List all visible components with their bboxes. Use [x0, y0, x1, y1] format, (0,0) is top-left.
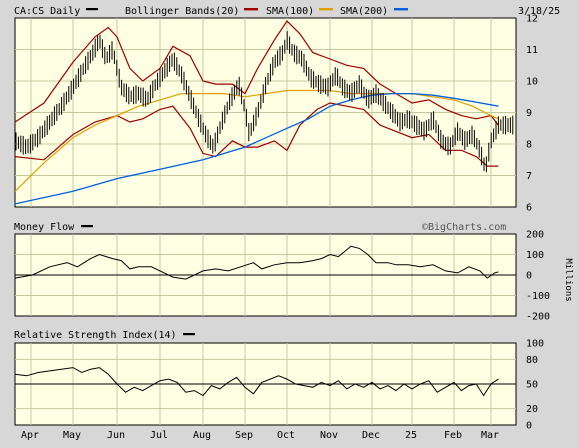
- rsi-line: [14, 367, 499, 397]
- x-tick-label: Dec: [362, 430, 380, 441]
- x-tick-label: Aug: [193, 430, 211, 441]
- chart-date: 3/18/25: [518, 6, 560, 17]
- x-tick-label: Jun: [107, 430, 125, 441]
- y-tick-label: 8: [526, 140, 532, 151]
- y-tick-label: 80: [526, 355, 538, 366]
- y-tick-label: 50: [526, 380, 538, 391]
- x-tick-label: Jul: [150, 430, 168, 441]
- rsi-title: Relative Strength Index(14): [14, 330, 177, 341]
- moneyflow-title: Money Flow: [14, 222, 75, 233]
- x-tick-label: May: [63, 430, 81, 441]
- x-tick-label: Mar: [481, 430, 499, 441]
- price-title: CA:CS Daily: [14, 6, 80, 17]
- y-tick-label: -100: [526, 291, 550, 302]
- x-tick-label: Apr: [21, 430, 39, 441]
- rsi-legend-swatch: [183, 333, 195, 336]
- x-tick-label: Feb: [444, 430, 462, 441]
- y-tick-label: 11: [526, 45, 538, 56]
- x-tick-label: Oct: [277, 430, 295, 441]
- rsi-panel: 100 80 50 20 0: [14, 339, 544, 432]
- moneyflow-legend-swatch: [81, 225, 93, 228]
- y-tick-label: 9: [526, 108, 532, 119]
- price-panel: 12 11 10 9 8 7 6: [14, 14, 538, 214]
- y-tick-label: -200: [526, 312, 550, 323]
- x-axis: Apr May Jun Jul Aug Sep Oct Nov Dec 25 Feb Mar: [21, 430, 499, 441]
- x-tick-label: Nov: [320, 430, 338, 441]
- price-legend-swatch: [86, 8, 98, 11]
- legend-bollinger-swatch: [244, 8, 258, 11]
- y-tick-label: 200: [526, 230, 544, 241]
- y-tick-label: 100: [526, 250, 544, 261]
- y-tick-label: 12: [526, 14, 538, 25]
- sma200-line: [14, 92, 499, 205]
- y-tick-label: 20: [526, 404, 538, 415]
- x-tick-label: 25: [405, 430, 417, 441]
- moneyflow-line: [14, 245, 499, 280]
- legend-sma200-swatch: [394, 8, 408, 11]
- y-tick-label: 6: [526, 203, 532, 214]
- x-tick-label: Sep: [235, 430, 253, 441]
- bollinger-lower-line: [14, 102, 499, 167]
- y-tick-label: 100: [526, 339, 544, 350]
- legend-sma200: SMA(200): [340, 6, 388, 17]
- y-tick-label: 10: [526, 77, 538, 88]
- bollinger-upper-line: [14, 20, 499, 126]
- y-tick-label: 0: [526, 421, 532, 432]
- y-tick-label: 0: [526, 271, 532, 282]
- y-tick-label: 7: [526, 171, 532, 182]
- legend-sma100: SMA(100): [266, 6, 314, 17]
- watermark: ©BigCharts.com: [422, 222, 506, 233]
- legend-bollinger: Bollinger Bands(20): [125, 6, 239, 17]
- moneyflow-unit-label: Millions: [563, 258, 573, 301]
- moneyflow-panel: 200 100 0 -100 -200: [14, 230, 550, 323]
- legend-sma100-swatch: [319, 8, 333, 11]
- sma100-line: [14, 89, 499, 192]
